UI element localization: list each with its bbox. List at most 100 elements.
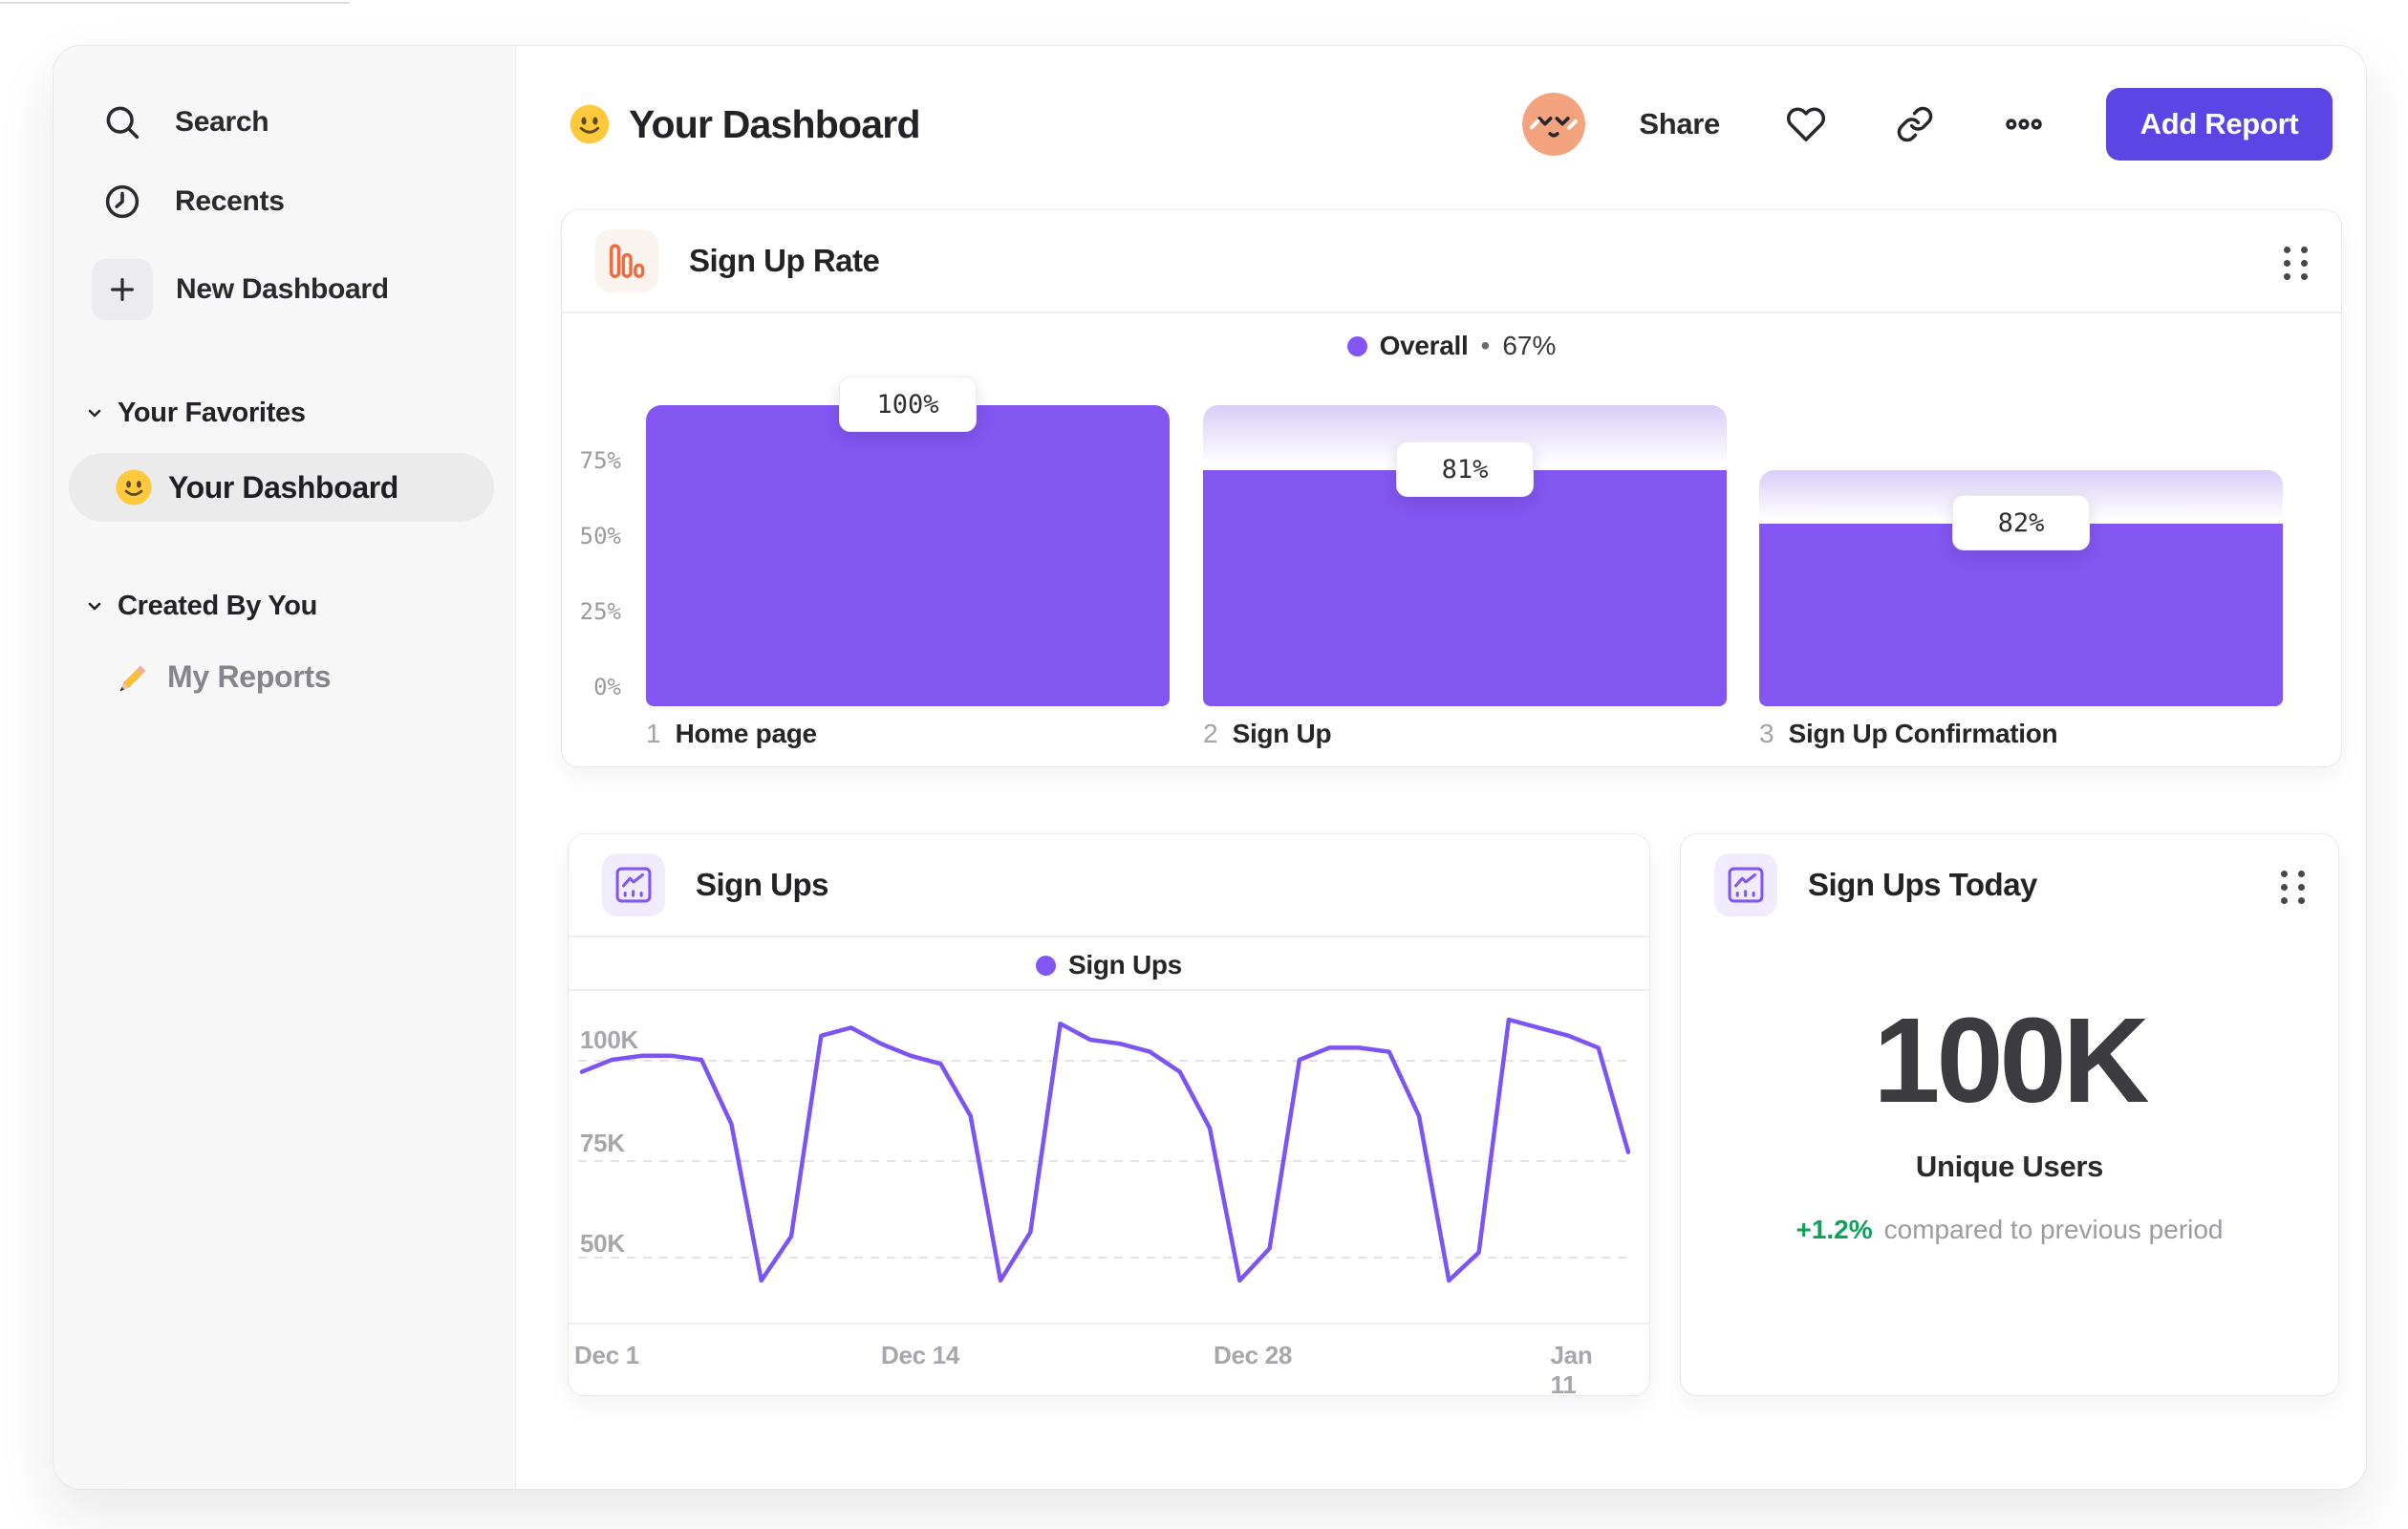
smiley-emoji-icon: [113, 466, 155, 508]
step-number: 2: [1203, 719, 1218, 748]
sign-ups-card: Sign Ups Sign Ups 100K 75K 50K: [568, 833, 1650, 1399]
card-header: Sign Ups Today: [1681, 834, 2338, 936]
bar-value-badge: 82%: [1952, 495, 2090, 550]
sidebar-item-your-dashboard-selected[interactable]: Your Dashboard: [69, 453, 494, 522]
funnel-legend: Overall • 67%: [562, 323, 2341, 369]
sidebar-item-label: My Reports: [167, 658, 332, 694]
sidebar-section-your-favorites[interactable]: Your Favorites: [54, 388, 515, 438]
y-axis-tick: 0%: [593, 674, 621, 700]
sidebar-item-new-dashboard[interactable]: New Dashboard: [54, 259, 515, 320]
legend-dot-icon: [1036, 955, 1057, 976]
app-window: Search Recents New Dashboard: [53, 45, 2367, 1490]
smiley-emoji-icon: [568, 102, 612, 146]
sidebar-item-label: Recents: [175, 185, 285, 217]
card-header: Sign Ups: [569, 834, 1649, 936]
page-title: Your Dashboard: [629, 101, 921, 146]
sidebar-item-my-reports[interactable]: My Reports: [54, 650, 515, 703]
clock-icon: [101, 181, 143, 223]
ellipsis-icon: [2006, 118, 2042, 130]
sidebar-section-created-by-you[interactable]: Created By You: [54, 581, 515, 631]
sidebar-section-label: Created By You: [118, 590, 318, 621]
stat-delta-row: +1.2% compared to previous period: [1681, 1215, 2338, 1245]
bar-chart-icon: [595, 229, 658, 292]
pencil-emoji-icon: [114, 656, 156, 698]
sidebar-item-recents[interactable]: Recents: [54, 175, 515, 228]
sign-ups-today-card: Sign Ups Today 100K Unique Users +1.2% co…: [1680, 833, 2339, 1396]
step-name: Sign Up: [1232, 719, 1332, 748]
funnel-bar-home-page[interactable]: 100%: [646, 377, 1170, 706]
drag-handle[interactable]: [2284, 247, 2309, 280]
step-number: 1: [646, 719, 661, 748]
bar-fill: [1759, 524, 2283, 706]
page-header: Your Dashboard: [568, 84, 921, 164]
divider: [569, 989, 1649, 991]
chevron-down-icon: [82, 593, 107, 618]
copy-link-button[interactable]: [1892, 101, 1938, 147]
step-name: Home page: [675, 719, 818, 748]
funnel-plot: 75% 50% 25% 0% 100% 81%: [562, 377, 2341, 706]
divider: [569, 1323, 1649, 1324]
y-axis-tick: 75%: [579, 447, 621, 474]
sidebar-item-label: New Dashboard: [176, 273, 389, 305]
main-content: Your Dashboard Share: [516, 46, 2366, 1489]
drag-handle[interactable]: [2281, 871, 2306, 904]
divider: [569, 936, 1649, 937]
header-actions: Share Add Report: [1522, 84, 2333, 164]
stat-value: 100K: [1873, 993, 2149, 1128]
gridline: [578, 1257, 1628, 1259]
favorite-heart-button[interactable]: [1783, 101, 1829, 147]
window-edge-artifact: [0, 2, 350, 4]
sign-up-rate-card: Sign Up Rate Overall • 67% 75% 50% 25% 0…: [561, 209, 2342, 767]
delta-value: +1.2%: [1795, 1215, 1873, 1244]
chevron-down-icon: [82, 400, 107, 425]
step-name: Sign Up Confirmation: [1788, 719, 2058, 748]
more-options-button[interactable]: [2001, 101, 2047, 147]
legend-value: 67%: [1502, 331, 1557, 360]
x-axis-tick: Dec 14: [880, 1341, 960, 1369]
avatar[interactable]: [1522, 93, 1586, 156]
legend-dot-icon: [1346, 335, 1367, 356]
line-chart-icon: [602, 853, 665, 916]
legend-label: Sign Ups: [1068, 950, 1182, 980]
legend-separator: •: [1480, 331, 1491, 360]
delta-note: compared to previous period: [1883, 1215, 2224, 1244]
sidebar-section-label: Your Favorites: [118, 397, 306, 428]
bar-value-badge: 100%: [839, 377, 977, 432]
x-axis-tick: Dec 1: [574, 1341, 639, 1369]
line-legend: Sign Ups: [569, 941, 1649, 989]
y-axis-tick: 100K: [580, 1025, 638, 1054]
step-number: 3: [1759, 719, 1774, 748]
heart-icon: [1786, 107, 1826, 141]
y-axis-tick: 50%: [579, 523, 621, 549]
add-report-button[interactable]: Add Report: [2106, 88, 2333, 161]
funnel-bar-sign-up-confirmation[interactable]: 82%: [1759, 386, 2283, 706]
card-title: Sign Up Rate: [689, 243, 880, 278]
share-button[interactable]: Share: [1639, 107, 1720, 140]
link-icon: [1897, 106, 1933, 142]
gridline: [578, 1060, 1628, 1062]
plus-icon: [92, 259, 153, 320]
sidebar: Search Recents New Dashboard: [54, 46, 516, 1489]
sign-ups-line: [579, 1017, 1631, 1283]
gridline: [578, 1160, 1628, 1162]
bar-fill: [646, 405, 1170, 706]
bar-value-badge: 81%: [1396, 441, 1534, 497]
sidebar-item-search[interactable]: Search: [54, 96, 515, 149]
card-title: Sign Ups Today: [1808, 867, 2037, 902]
divider: [562, 312, 2341, 313]
legend-label: Overall: [1379, 331, 1469, 360]
card-header: Sign Up Rate: [562, 210, 2341, 312]
search-icon: [101, 101, 143, 143]
card-title: Sign Ups: [696, 867, 829, 902]
funnel-step-labels: 1 Home page 2 Sign Up 3 Sign Up Confirma…: [562, 719, 2341, 757]
line-plot: [578, 996, 1631, 1323]
x-axis-tick: Dec 28: [1213, 1341, 1293, 1369]
sidebar-item-label: Search: [175, 106, 269, 138]
y-axis-tick: 75K: [580, 1129, 625, 1157]
x-axis-tick: Jan 11: [1550, 1341, 1593, 1399]
y-axis-tick: 50K: [580, 1229, 625, 1258]
funnel-bar-sign-up[interactable]: 81%: [1203, 386, 1727, 706]
sidebar-item-label: Your Dashboard: [168, 469, 398, 505]
bar-fill: [1203, 470, 1727, 706]
